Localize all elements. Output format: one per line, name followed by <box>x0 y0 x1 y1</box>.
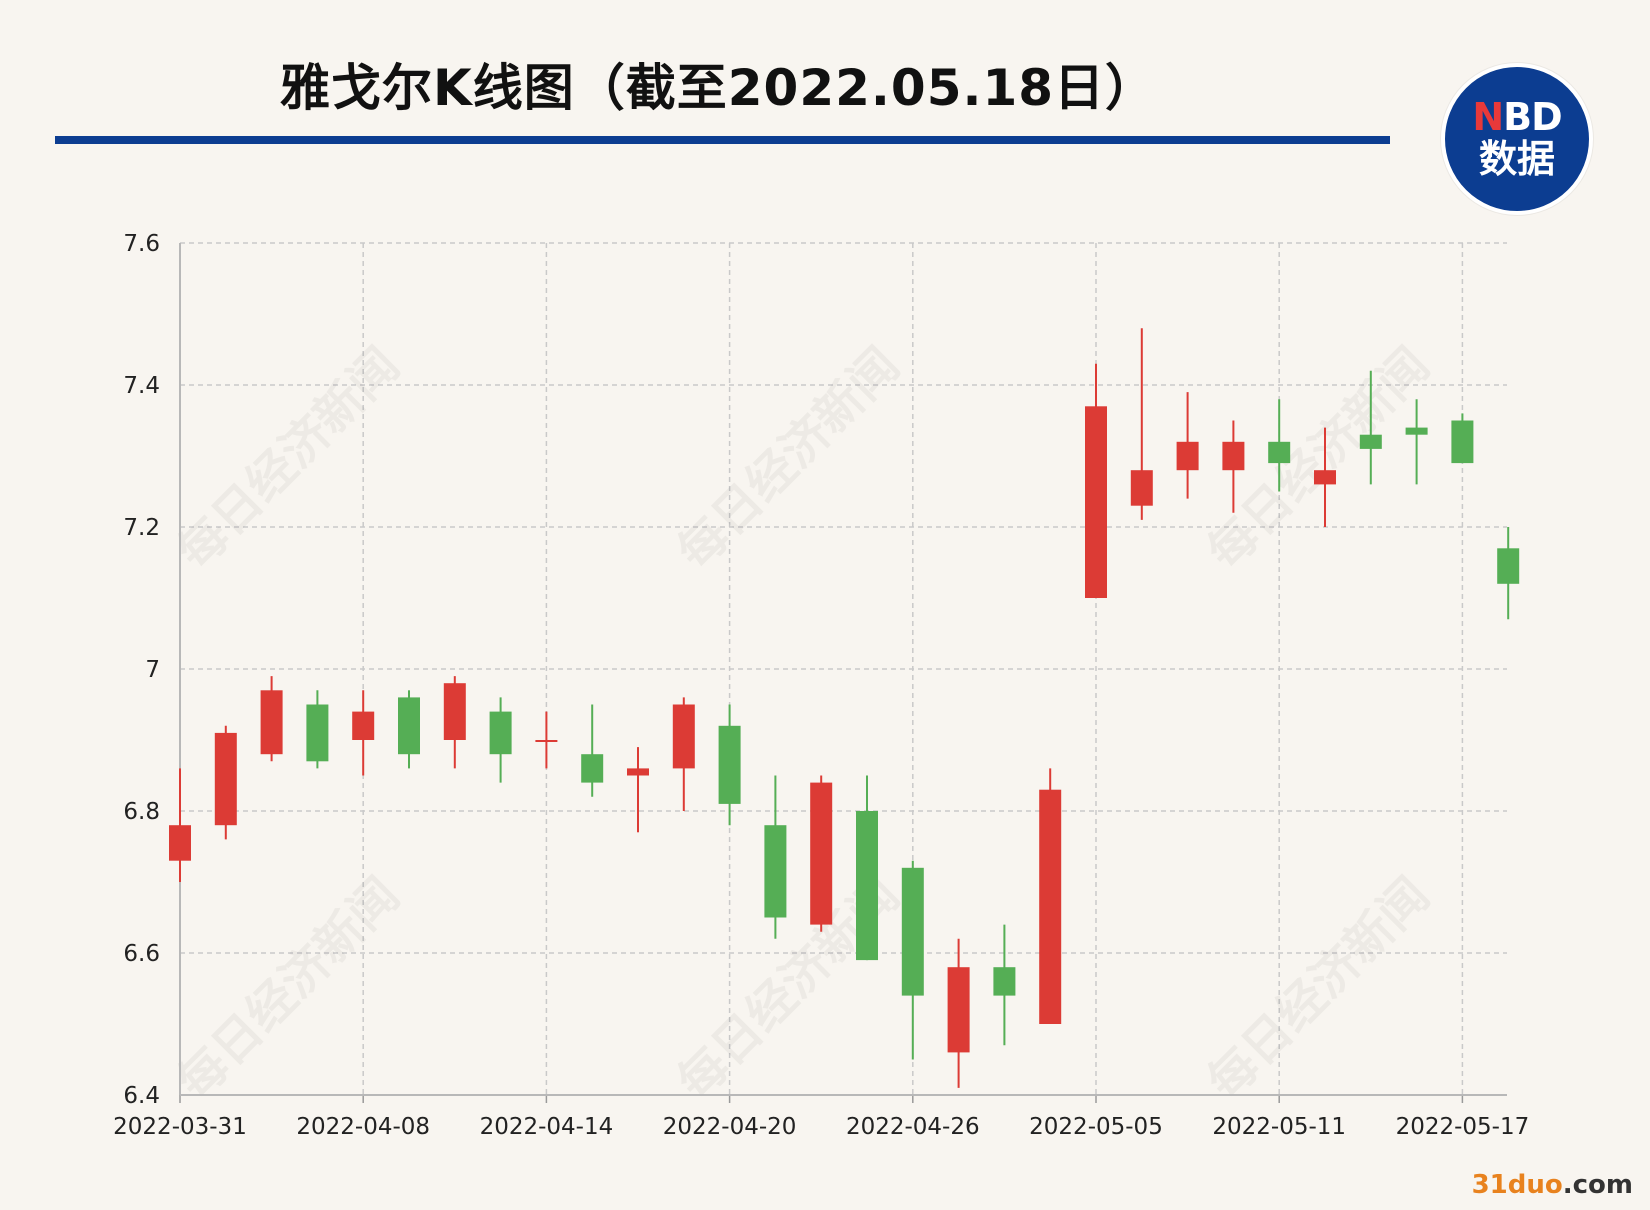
candle <box>901 860 924 1060</box>
candle <box>1268 399 1291 492</box>
candle-body <box>1497 548 1520 584</box>
candle-body <box>1314 470 1336 485</box>
title-underline <box>55 136 1390 144</box>
candle-body <box>1405 427 1428 435</box>
candle <box>489 697 512 783</box>
candle <box>764 775 787 939</box>
candle <box>214 725 237 840</box>
candle <box>535 711 558 769</box>
x-tick-label: 2022-04-08 <box>296 1114 430 1140</box>
candle-body <box>947 967 970 1053</box>
x-tick-label: 2022-04-20 <box>663 1114 797 1140</box>
candle <box>1359 370 1382 485</box>
candle <box>1314 427 1336 527</box>
candle-body <box>901 867 924 996</box>
candle <box>581 704 604 797</box>
logo-text-data: 数据 <box>1478 137 1555 181</box>
candle-body <box>489 711 512 755</box>
chart-axes <box>179 243 1507 1103</box>
watermark-text: 每日经济新闻 <box>167 337 410 580</box>
watermark-text: 每日经济新闻 <box>167 867 410 1110</box>
candle <box>443 676 466 769</box>
corner-watermark-tld: .com <box>1562 1170 1633 1200</box>
candle-body <box>627 768 649 776</box>
chart-tick-labels: 6.4 6.6 6.8 7 7.2 7.4 7.6 2022-03-31 2022-04-08 2… <box>113 231 1529 1140</box>
watermark-text: 每日经济新闻 <box>1197 867 1440 1110</box>
candle <box>1176 392 1199 499</box>
candle-body <box>1176 441 1199 471</box>
candle <box>993 924 1016 1046</box>
candle-body <box>1268 441 1291 464</box>
logo-text-nbd: NBD <box>1472 95 1563 139</box>
candle <box>1222 420 1245 513</box>
y-tick-label: 7.6 <box>123 231 160 257</box>
candle-body <box>260 690 283 755</box>
candle-body <box>306 704 329 762</box>
candle <box>398 690 420 769</box>
candle-body <box>718 725 741 804</box>
x-tick-label: 2022-05-05 <box>1029 1114 1163 1140</box>
y-tick-label: 6.8 <box>123 799 160 825</box>
candle <box>1405 399 1428 485</box>
candle-body <box>1039 789 1062 1024</box>
candle-body <box>810 782 833 925</box>
candle <box>810 775 833 932</box>
candle-body <box>1359 434 1382 449</box>
watermark-text: 每日经济新闻 <box>667 337 910 580</box>
candle-body <box>764 825 787 918</box>
candle-body <box>352 711 375 740</box>
y-tick-label: 7.2 <box>123 515 160 541</box>
y-tick-label: 7.4 <box>123 373 160 399</box>
candle <box>718 704 741 826</box>
candle <box>856 775 878 961</box>
candle <box>1451 413 1474 464</box>
x-tick-label: 2022-03-31 <box>113 1114 247 1140</box>
candle-body <box>1222 441 1245 471</box>
chart-candles <box>169 328 1520 1088</box>
candle-body <box>535 740 558 742</box>
candle <box>627 747 649 833</box>
x-tick-label: 2022-04-14 <box>480 1114 614 1140</box>
x-tick-label: 2022-05-17 <box>1396 1114 1530 1140</box>
candle <box>260 676 283 762</box>
candle <box>306 690 329 769</box>
page-title: 雅戈尔K线图（截至2022.05.18日） <box>280 59 1157 117</box>
x-tick-label: 2022-05-11 <box>1212 1114 1346 1140</box>
corner-watermark: 31duo.com <box>1472 1170 1633 1200</box>
logo-letter-n: N <box>1472 95 1504 139</box>
candle-body <box>1451 420 1474 464</box>
candle <box>672 697 695 811</box>
candle-body <box>214 732 237 826</box>
y-tick-label: 6.6 <box>123 941 160 967</box>
candle-body <box>672 704 695 769</box>
candle-body <box>398 697 420 755</box>
candle-body <box>581 754 604 783</box>
candle <box>1497 527 1520 620</box>
candle <box>352 690 375 776</box>
candle <box>1130 328 1153 520</box>
candle <box>1085 363 1107 598</box>
candle-body <box>993 967 1016 996</box>
corner-watermark-main: 31duo <box>1471 1170 1563 1200</box>
candle <box>1039 768 1062 1024</box>
candle-body <box>169 825 191 861</box>
y-tick-label: 7 <box>145 657 160 683</box>
candle <box>947 938 970 1088</box>
x-tick-label: 2022-04-26 <box>846 1114 980 1140</box>
candle-body <box>1085 406 1107 598</box>
logo-letters-bd: BD <box>1503 95 1563 139</box>
chart-grid <box>180 242 1507 1095</box>
candle-body <box>856 811 878 961</box>
y-tick-label: 6.4 <box>123 1083 160 1109</box>
candle-body <box>443 683 466 740</box>
nbd-data-logo: NBD 数据 <box>1441 63 1593 215</box>
candle-body <box>1130 470 1153 506</box>
candle <box>169 768 191 882</box>
